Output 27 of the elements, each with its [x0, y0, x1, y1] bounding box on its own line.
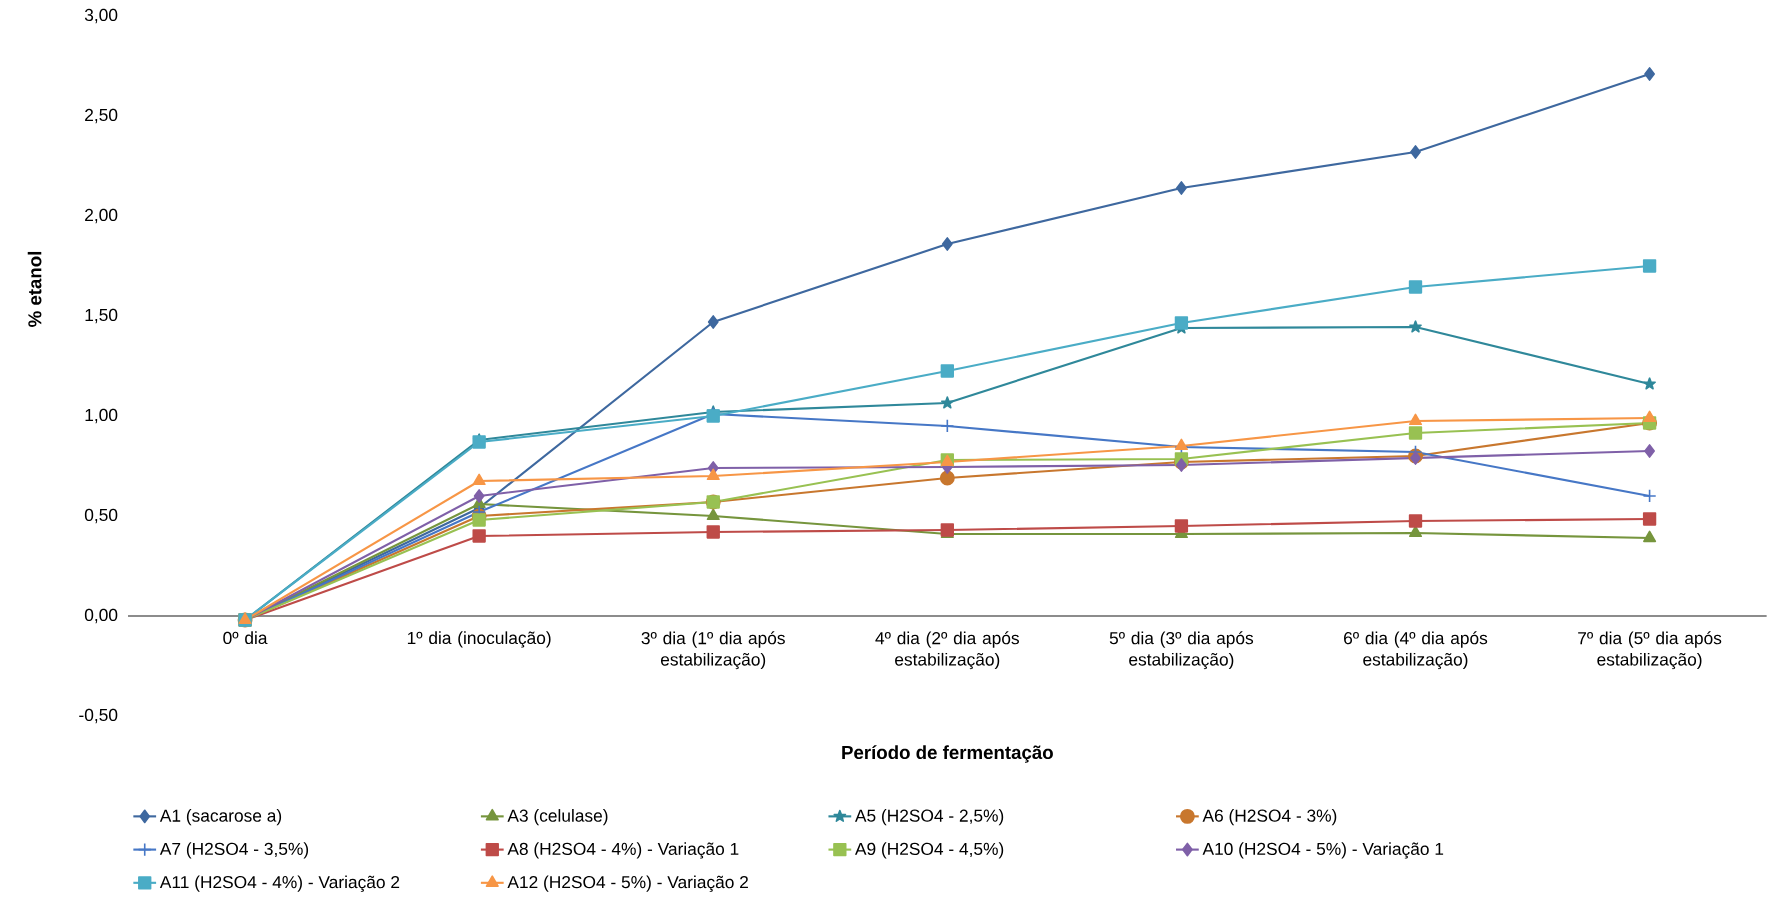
legend-label: A3 (celulase) — [507, 809, 608, 826]
y-tick-label: 2,00 — [85, 208, 118, 224]
x-tick-label: 5º dia (3º dia após estabilização) — [1109, 631, 1254, 670]
x-tick-label: 3º dia (1º dia após estabilização) — [641, 631, 785, 670]
y-tick-label: 0,50 — [84, 508, 118, 524]
x-tick-label: 1º dia (inoculação) — [407, 631, 551, 648]
legend-label: A8 (H2SO4 - 4%) - Variação 1 — [507, 842, 739, 859]
y-tick-label: 2,50 — [85, 108, 118, 124]
y-tick-label: 1,50 — [85, 308, 118, 324]
legend-label: A9 (H2SO4 - 4,5%) — [854, 842, 1004, 859]
y-tick-label: -0,50 — [79, 708, 118, 724]
x-axis-title: Período de fermentação — [842, 745, 1053, 763]
legend-label: A10 (H2SO4 - 5%) - Variação 1 — [1202, 842, 1444, 859]
y-tick-label: 0,00 — [84, 608, 118, 624]
y-axis-title: % etanol — [27, 251, 42, 327]
legend-label: A12 (H2SO4 - 5%) - Variação 2 — [507, 875, 748, 892]
x-tick-label: 4º dia (2º dia após estabilização) — [875, 631, 1019, 670]
legend-label: A5 (H2SO4 - 2,5%) — [854, 809, 1004, 826]
legend-label: A1 (sacarose a) — [159, 809, 282, 826]
legend-label: A7 (H2SO4 - 3,5%) — [159, 842, 309, 859]
y-tick-label: 1,00 — [85, 408, 118, 424]
legend-label: A11 (H2SO4 - 4%) - Variação 2 — [159, 875, 400, 892]
x-tick-label: 7º dia (5º dia após estabilização) — [1578, 631, 1722, 670]
y-tick-label: 3,00 — [84, 8, 118, 24]
x-tick-label: 6º dia (4º dia após estabilização) — [1344, 631, 1488, 670]
legend-label: A6 (H2SO4 - 3%) — [1202, 809, 1337, 826]
x-tick-label: 0º dia — [223, 631, 268, 645]
